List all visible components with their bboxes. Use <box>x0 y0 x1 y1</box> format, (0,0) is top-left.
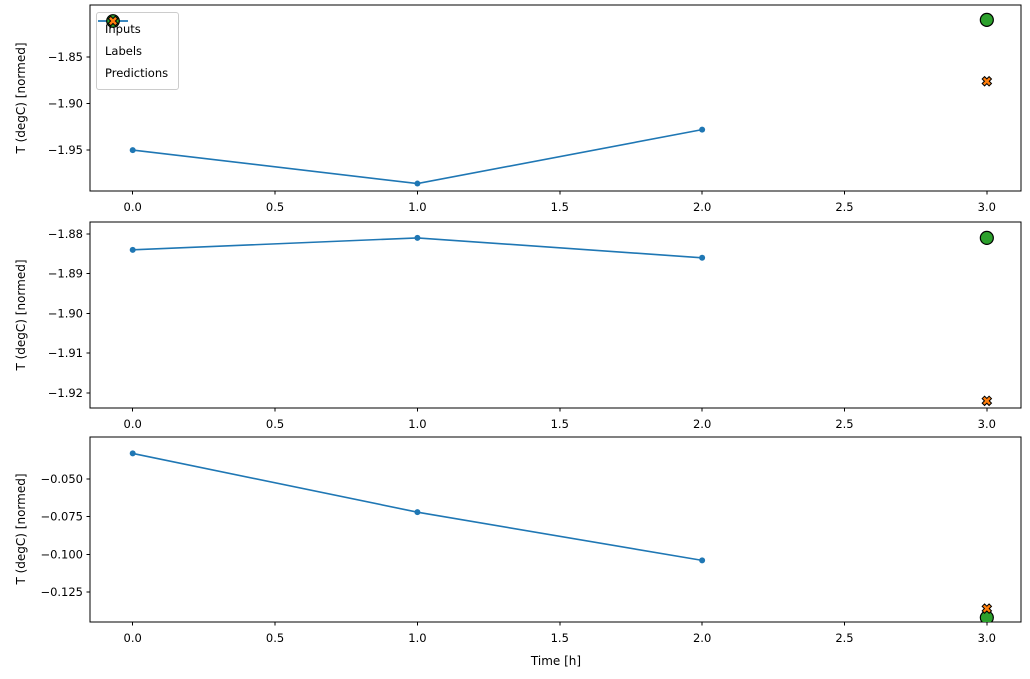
inputs-line <box>129 126 706 187</box>
x-tick-label: 2.0 <box>693 631 711 645</box>
y-tick-label: −1.88 <box>48 227 83 241</box>
subplot-3: 0.0 0.5 1.0 1.5 2.0 2.5 3.0−0.050−0.075−0.100−… <box>40 436 1022 645</box>
y-axis-label-subplot-3: T (degC) [normed] <box>14 473 28 585</box>
predictions-marker <box>981 603 993 614</box>
y-axis-ticks: −1.88 −1.89 −1.90 −1.91 −1.92 <box>48 227 90 400</box>
y-tick-label: −1.90 <box>48 97 83 111</box>
labels-marker <box>979 230 994 245</box>
x-axis-label: Time [h] <box>530 654 582 668</box>
x-axis-ticks: 0.0 0.5 1.0 1.5 2.0 2.5 3.0 <box>124 408 996 431</box>
y-tick-label: −0.050 <box>40 472 83 486</box>
y-tick-label: −1.95 <box>48 143 83 157</box>
x-tick-label: 0.5 <box>266 200 284 214</box>
x-tick-label: 1.5 <box>551 631 569 645</box>
series-layer <box>129 450 994 622</box>
series-layer <box>129 230 994 407</box>
x-tick-label: 1.0 <box>408 200 426 214</box>
y-tick-label: −1.92 <box>48 386 83 400</box>
x-tick-label: 2.5 <box>835 200 853 214</box>
legend-label-labels: Labels <box>105 44 143 58</box>
legend-label-predictions: Predictions <box>105 66 169 80</box>
x-axis-ticks: 0.0 0.5 1.0 1.5 2.0 2.5 3.0 <box>124 622 996 645</box>
x-tick-label: 0.0 <box>124 417 142 431</box>
y-axis-ticks: −1.85 −1.90 −1.95 <box>48 50 90 157</box>
x-tick-label: 0.5 <box>266 417 284 431</box>
y-tick-label: −1.91 <box>48 346 83 360</box>
y-tick-label: −0.100 <box>40 547 83 561</box>
y-tick-label: −1.89 <box>48 267 83 281</box>
y-tick-label: −1.85 <box>48 50 83 64</box>
x-tick-label: 2.5 <box>835 417 853 431</box>
x-tick-label: 1.0 <box>408 417 426 431</box>
predictions-x-icon <box>107 15 119 27</box>
y-axis-label-subplot-1: T (degC) [normed] <box>14 42 28 154</box>
x-tick-label: 2.0 <box>693 417 711 431</box>
inputs-line <box>129 450 706 564</box>
x-tick-label: 0.5 <box>266 631 284 645</box>
x-tick-label: 1.5 <box>551 200 569 214</box>
series-layer <box>129 12 994 187</box>
y-axis-label-subplot-2: T (degC) [normed] <box>14 259 28 371</box>
legend-item-predictions: Predictions <box>105 15 169 84</box>
x-tick-label: 0.0 <box>124 631 142 645</box>
y-tick-label: −0.075 <box>40 510 83 524</box>
x-tick-label: 3.0 <box>978 417 996 431</box>
y-tick-label: −0.125 <box>40 585 83 599</box>
x-tick-label: 1.0 <box>408 631 426 645</box>
x-tick-label: 3.0 <box>978 631 996 645</box>
subplot-1: 0.0 0.5 1.0 1.5 2.0 2.5 3.0 −1.85 −1.90 −1.95 <box>48 4 1022 214</box>
y-tick-label: −1.90 <box>48 306 83 320</box>
legend-item-labels: Labels <box>105 14 168 62</box>
x-tick-label: 2.0 <box>693 200 711 214</box>
x-axis-ticks: 0.0 0.5 1.0 1.5 2.0 2.5 3.0 <box>124 191 996 214</box>
inputs-line <box>129 234 706 261</box>
predictions-marker <box>981 75 993 87</box>
labels-marker <box>979 12 994 27</box>
x-tick-label: 2.5 <box>835 631 853 645</box>
x-tick-label: 0.0 <box>124 200 142 214</box>
legend: Inputs Labels Predictions <box>96 12 180 90</box>
y-axis-ticks: −0.050 −0.075 −0.100 −0.125 <box>40 472 90 599</box>
predictions-marker <box>981 395 993 407</box>
x-tick-label: 3.0 <box>978 200 996 214</box>
x-tick-label: 1.5 <box>551 417 569 431</box>
subplot-2: 0.0 0.5 1.0 1.5 2.0 2.5 3.0 −1.88 −1.89 −1.90 −1.9… <box>48 221 1022 431</box>
